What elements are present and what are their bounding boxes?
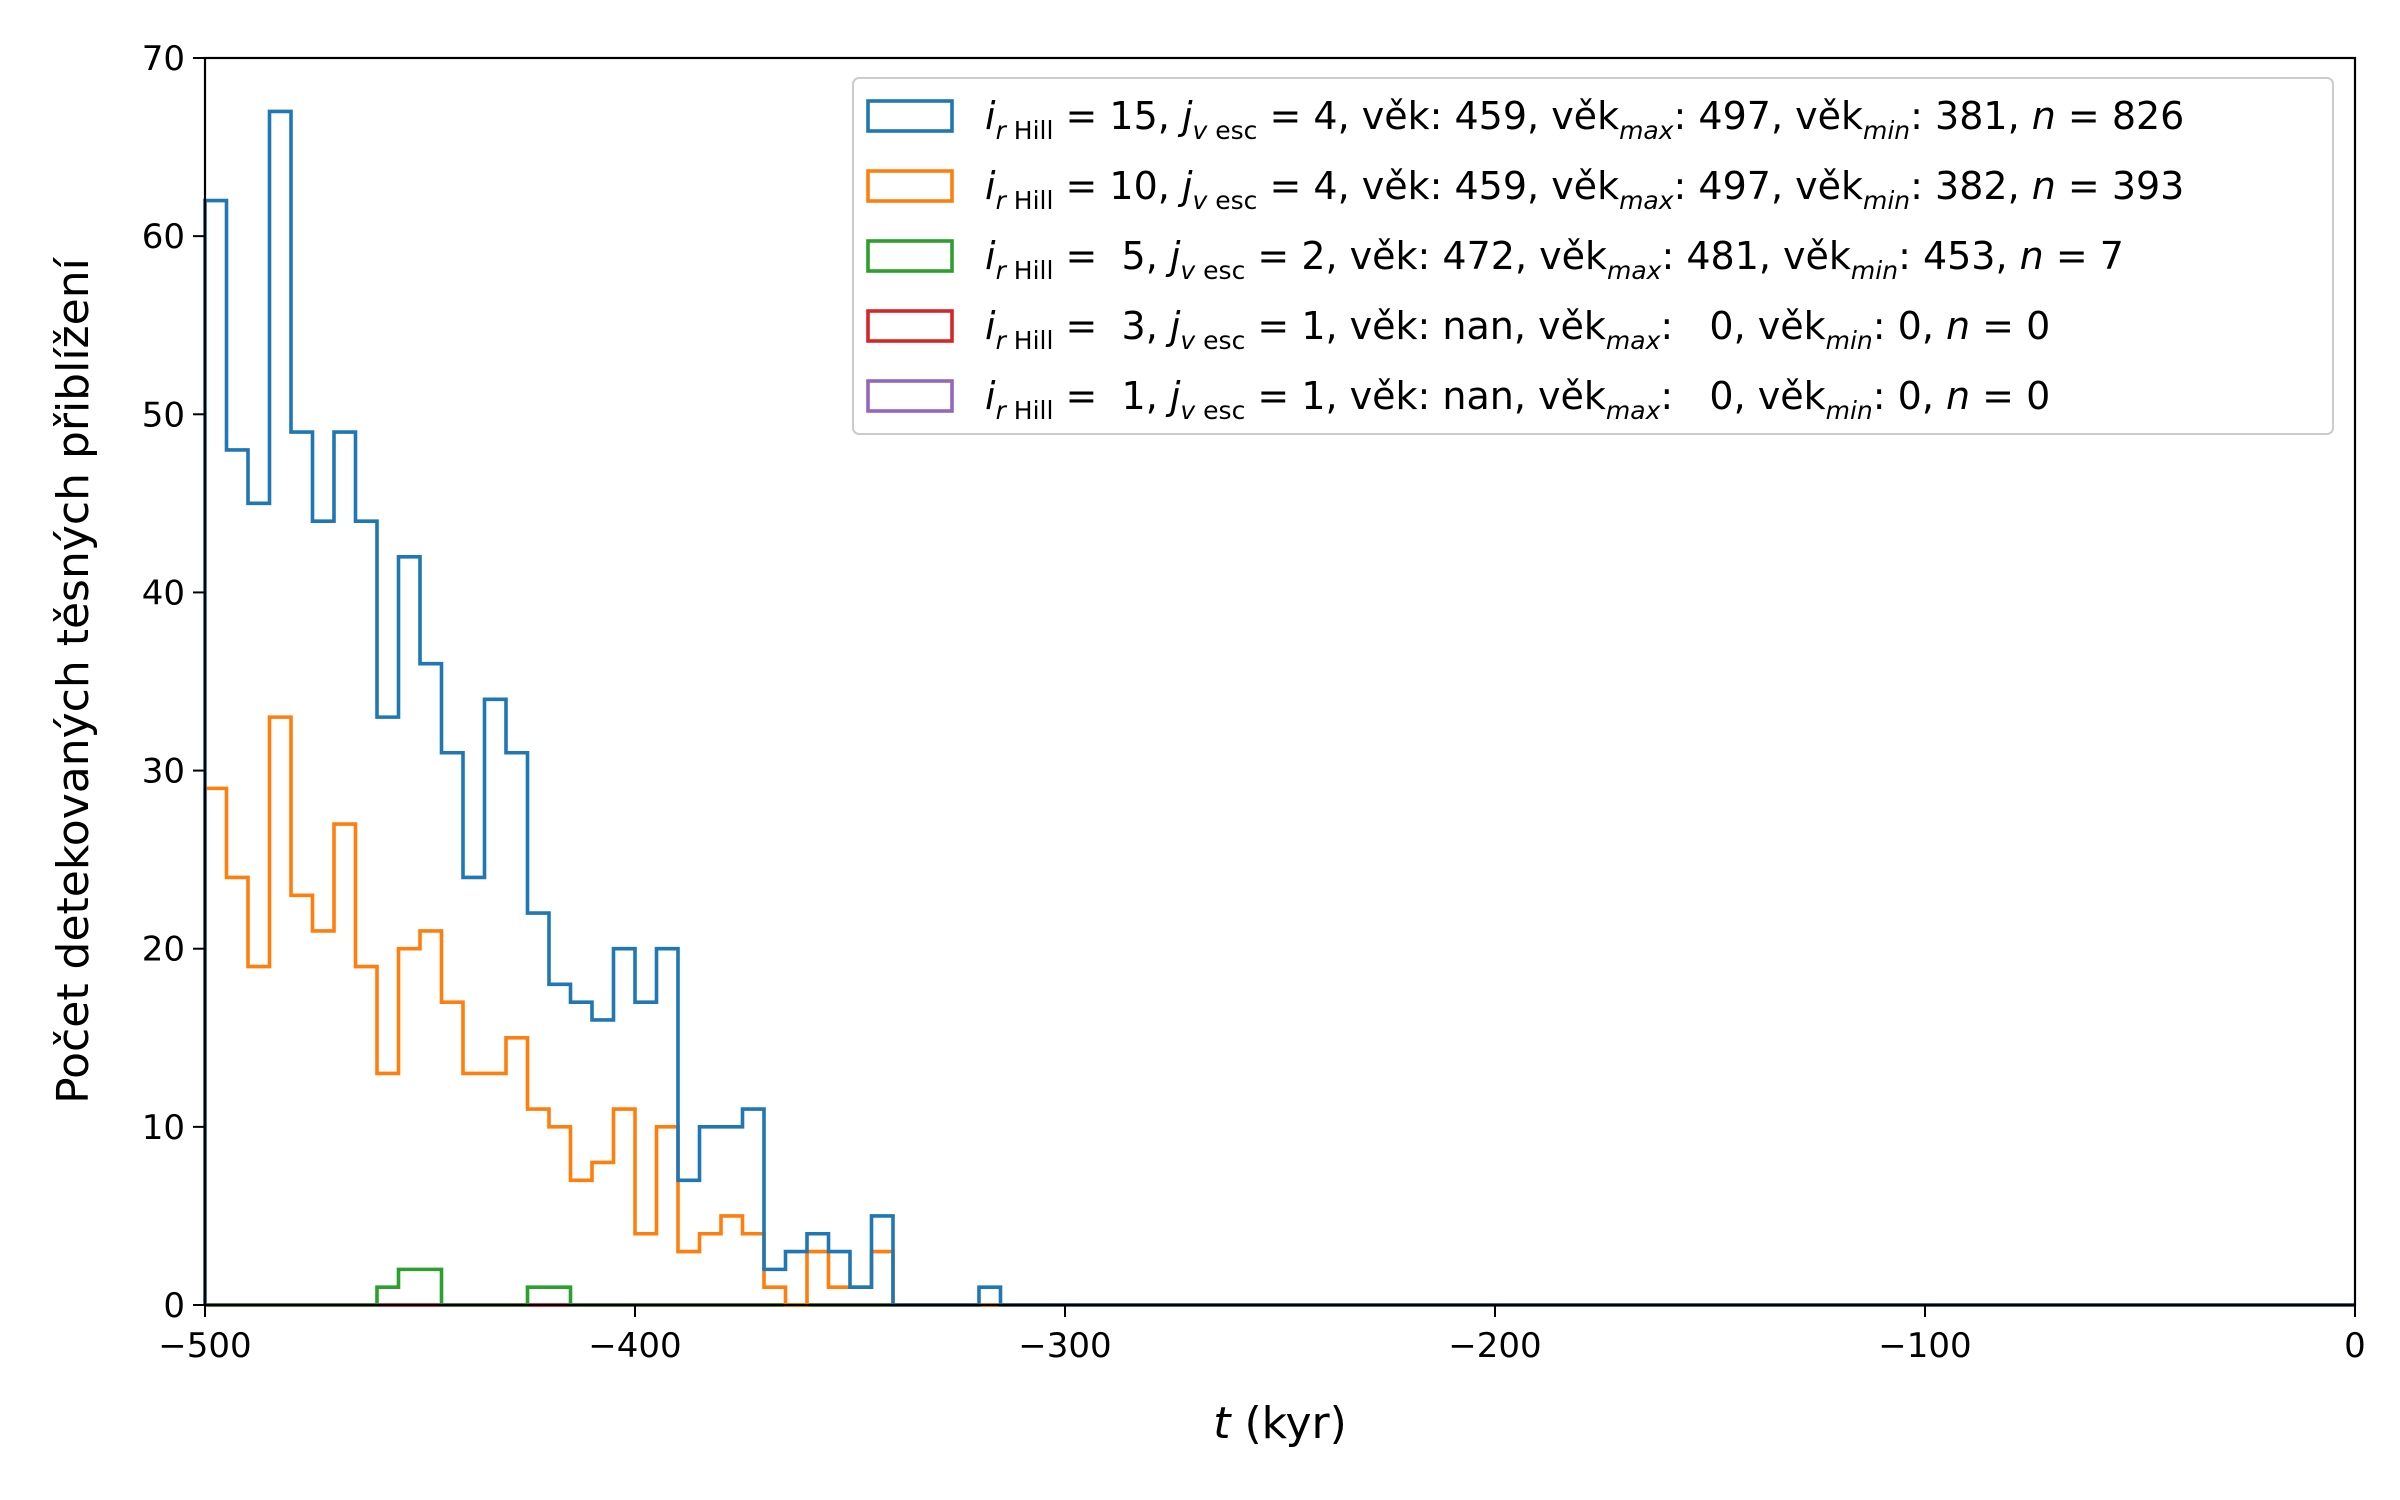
- x-tick-label: −500: [158, 1326, 251, 1366]
- y-tick-label: 10: [142, 1108, 185, 1148]
- x-axis: −500 −400 −300 −200 −100 0: [158, 1305, 2366, 1366]
- legend-swatch-2: [866, 169, 954, 203]
- y-tick-label: 50: [142, 395, 185, 435]
- x-axis-label: t (kyr): [1213, 1398, 1347, 1449]
- histogram-series-1: [203, 109, 2355, 1307]
- y-tick-label: 40: [142, 573, 185, 613]
- legend-swatch-1: [866, 99, 954, 133]
- legend-label-4: ir Hill = 3, jv esc = 1, věk: nan, věkma…: [985, 304, 2050, 355]
- legend-swatch-5: [866, 379, 954, 413]
- x-tick-label: −300: [1018, 1326, 1111, 1366]
- y-tick-label: 20: [142, 930, 185, 970]
- legend-label-2: ir Hill = 10, jv esc = 4, věk: 459, věkm…: [985, 164, 2184, 215]
- legend: ir Hill = 15, jv esc = 4, věk: 459, věkm…: [852, 77, 2334, 435]
- legend-swatch-4: [866, 309, 954, 343]
- x-tick-label: −100: [1878, 1326, 1971, 1366]
- histogram-series-2: [203, 715, 2355, 1307]
- y-tick-label: 0: [163, 1286, 185, 1326]
- plot-frame: [203, 56, 2357, 1307]
- y-tick-label: 60: [142, 217, 185, 257]
- legend-box: [852, 77, 2334, 435]
- legend-label-3: ir Hill = 5, jv esc = 2, věk: 472, věkma…: [985, 234, 2124, 285]
- y-axis-label: Počet detekovaných těsných přiblížení: [48, 256, 99, 1103]
- legend-label-5: ir Hill = 1, jv esc = 1, věk: nan, věkma…: [985, 374, 2050, 425]
- x-tick-label: −400: [588, 1326, 681, 1366]
- x-tick-label: −200: [1448, 1326, 1541, 1366]
- x-tick-label: 0: [2344, 1326, 2366, 1366]
- y-tick-label: 30: [142, 752, 185, 792]
- legend-label-1: ir Hill = 15, jv esc = 4, věk: 459, věkm…: [985, 94, 2184, 145]
- legend-swatch-3: [866, 239, 954, 273]
- y-tick-label: 70: [142, 39, 185, 79]
- y-axis: 0 10 20 30 40 50 60 70: [142, 39, 205, 1326]
